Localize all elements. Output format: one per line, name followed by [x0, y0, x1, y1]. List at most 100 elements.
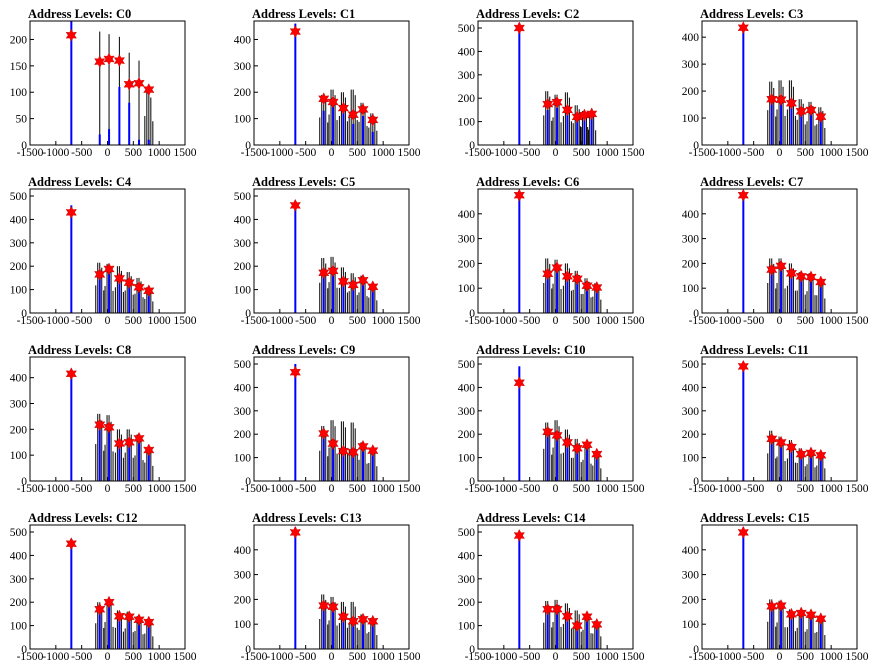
y-tick-label: 400 [10, 550, 28, 562]
histogram-chart: Address Levels: C90100200300400500-1500-… [234, 343, 421, 495]
histogram-chart: Address Levels: C15 0 100 200 300 400 -1500-10… [682, 511, 869, 663]
histogram-bar [138, 139, 141, 145]
y-tick-label: 400 [682, 382, 700, 394]
x-tick-label: -1000 [266, 147, 293, 159]
x-tick-label: -500 [743, 315, 764, 327]
y-tick-label: 0 [469, 140, 475, 152]
peak-marker [327, 95, 339, 109]
peak-marker [785, 266, 797, 280]
peak-marker [805, 103, 817, 117]
histogram-bar [566, 618, 569, 649]
x-tick-label: -1000 [266, 651, 293, 663]
histogram-chart: Address Levels: C12 0 100 200 300 400 500 -1500… [10, 511, 197, 663]
peak-marker [318, 427, 330, 440]
y-tick-label: 0 [21, 644, 27, 656]
y-tick-label: 50 [16, 114, 28, 126]
histogram-bar [147, 291, 150, 313]
peak-marker [143, 615, 155, 629]
peak-marker [367, 444, 379, 458]
x-tick-label: -1000 [42, 147, 69, 159]
histogram-bar [98, 275, 101, 313]
histogram-bar [770, 606, 773, 649]
histogram-chart: Address Levels: C7 0 100 200 300 400 -1500-100… [682, 175, 869, 327]
x-tick-label: 500 [797, 483, 815, 495]
x-tick-label: -1000 [490, 651, 517, 663]
x-tick-label: -1500 [465, 147, 492, 159]
peak-marker [143, 443, 155, 457]
histogram-bar [108, 602, 111, 649]
histogram-bar [128, 442, 131, 481]
y-tick-label: 500 [10, 527, 28, 539]
y-tick-label: 500 [682, 359, 700, 371]
peak-marker [289, 198, 301, 212]
histogram-bar [322, 434, 325, 481]
histogram-bar [332, 443, 335, 481]
histogram-bar [566, 278, 569, 313]
peak-marker [103, 420, 115, 434]
peak-marker [737, 188, 749, 202]
peak-marker [289, 365, 301, 379]
histogram-bar [595, 288, 598, 313]
histogram-bar [595, 455, 598, 481]
x-tick-label: 1000 [148, 147, 171, 159]
x-tick-label: -1000 [266, 483, 293, 495]
y-tick-label: 200 [458, 93, 476, 105]
peak-marker [815, 110, 827, 124]
x-tick-label: -1500 [241, 651, 268, 663]
x-tick-label: -500 [519, 147, 540, 159]
y-tick-label: 100 [682, 113, 700, 125]
histogram-bar [590, 114, 593, 145]
y-tick-label: 100 [682, 283, 700, 295]
x-tick-label: 1000 [820, 651, 843, 663]
histogram-bar [810, 278, 813, 313]
histogram-bar [294, 527, 297, 649]
histogram-bar [342, 110, 345, 145]
histogram-panel: Address Levels: C12 0 100 200 300 400 500 -1500… [0, 504, 224, 672]
y-tick-label: 400 [10, 373, 28, 385]
histogram-bar [118, 616, 121, 649]
peak-marker [133, 431, 145, 445]
peak-marker [785, 607, 797, 621]
x-tick-label: 0 [105, 483, 111, 495]
y-tick-label: 400 [234, 545, 252, 557]
y-tick-label: 100 [234, 114, 252, 126]
peak-marker [367, 614, 379, 628]
x-tick-label: -1000 [714, 483, 741, 495]
histogram-panel: Address Levels: C13 0 100 200 300 400 -1500 -10… [224, 504, 448, 672]
histogram-bar [810, 614, 813, 649]
x-tick-label: 1000 [372, 483, 395, 495]
x-tick-label: -500 [71, 651, 92, 663]
y-tick-label: 100 [458, 283, 476, 295]
peak-marker [123, 435, 135, 449]
y-tick-label: 150 [10, 61, 28, 73]
x-tick-label: 1500 [622, 651, 645, 663]
y-tick-label: 400 [458, 550, 476, 562]
x-tick-label: 1000 [372, 651, 395, 663]
x-tick-label: -1500 [689, 147, 716, 159]
x-tick-label: -1500 [689, 315, 716, 327]
histogram-bar [576, 623, 579, 649]
y-tick-label: 200 [458, 258, 476, 270]
histogram-panel: Address Levels: C2 0 100 200 300 400 500 -1500-… [448, 0, 672, 168]
y-tick-label: 0 [245, 476, 251, 488]
histogram-chart: Address Levels: C11 0 100 200 300 400 500 -1500… [682, 343, 869, 495]
histogram-bar [371, 452, 374, 481]
x-tick-label: 500 [573, 651, 591, 663]
histogram-bar [780, 604, 783, 649]
x-tick-label: 500 [349, 483, 367, 495]
x-tick-label: -1500 [465, 651, 492, 663]
y-tick-label: 300 [10, 399, 28, 411]
histogram-bar [780, 443, 783, 481]
x-tick-label: -500 [743, 147, 764, 159]
peak-marker [94, 602, 106, 616]
peak-marker [591, 447, 603, 461]
y-tick-label: 100 [234, 453, 252, 465]
histogram-chart: Address Levels: C10 0 100 200 300 400 500 -1500… [458, 343, 645, 495]
x-tick-label: 1000 [372, 147, 395, 159]
histogram-bar [790, 107, 793, 145]
chart-title: Address Levels: C4 [28, 175, 132, 189]
x-tick-label: -1500 [689, 651, 716, 663]
histogram-panel: Address Levels: C7 0 100 200 300 400 -1500 -100… [672, 168, 896, 336]
x-tick-label: -1000 [490, 315, 517, 327]
y-tick-label: 300 [682, 59, 700, 71]
